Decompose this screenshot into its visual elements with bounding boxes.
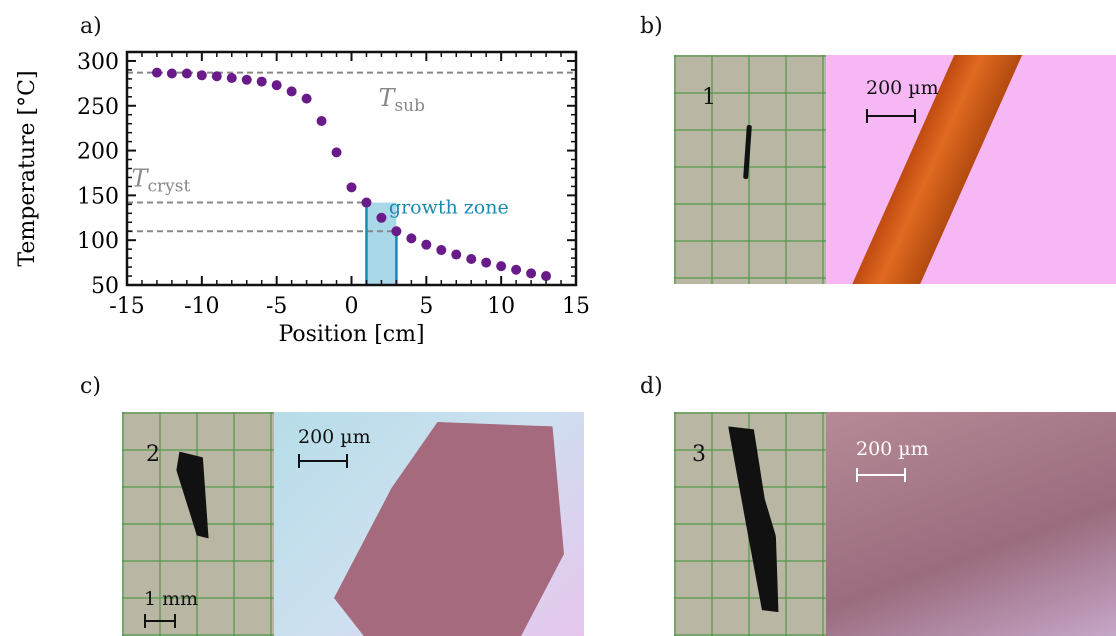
data-point-5: [226, 72, 237, 83]
data-point-22: [481, 257, 492, 268]
crystal-number-1: 1: [702, 85, 716, 110]
data-point-16: [391, 226, 402, 237]
temperature-profile-chart: -15 -10 -5 0 5 10 15 50 100 150 200 250 300 Tsub Tcr…: [15, 50, 590, 347]
data-point-15: [376, 212, 387, 223]
x-axis-label: Position [cm]: [278, 322, 424, 347]
x-tick-label: -5: [266, 294, 287, 319]
data-point-18: [421, 239, 432, 250]
crystal-2-grid-photo: 2 1 mm: [122, 412, 274, 636]
y-tick-label: 150: [77, 184, 119, 209]
scalebar-c: [298, 454, 348, 468]
data-point-2: [181, 68, 192, 79]
data-point-19: [436, 245, 447, 256]
scalebar-label-c: 200 µm: [298, 426, 371, 448]
crystal-1-sample: [743, 124, 752, 180]
crystal-3-microscope-photo: 200 µm: [826, 412, 1116, 636]
t-cryst-main: T: [131, 164, 149, 192]
t-sub-label: Tsub: [378, 84, 425, 116]
panel-label-b: b): [640, 14, 663, 39]
data-point-14: [361, 197, 372, 208]
scalebar-label-d: 200 µm: [856, 438, 929, 460]
data-point-1: [166, 68, 177, 79]
y-tick-label: 300: [77, 50, 119, 75]
y-tick-label: 50: [91, 274, 119, 299]
t-sub-main: T: [378, 84, 396, 112]
data-point-6: [241, 74, 252, 85]
plot-frame: [125, 50, 578, 287]
data-point-7: [256, 76, 267, 87]
data-point-12: [331, 147, 342, 158]
x-tick-label: 5: [419, 294, 433, 319]
data-point-0: [151, 67, 162, 78]
data-point-25: [526, 268, 537, 279]
y-tick-label: 100: [77, 229, 119, 254]
x-tick-label: 15: [562, 294, 590, 319]
crystal-1-grid-photo: 1: [674, 55, 826, 284]
crystal-number-2: 2: [146, 442, 160, 467]
crystal-2-sample: [174, 448, 214, 541]
data-point-11: [316, 116, 327, 127]
t-sub-subscript: sub: [394, 96, 425, 116]
crystal-2-microscope-photo: 200 µm: [274, 412, 584, 636]
data-point-26: [541, 271, 552, 282]
t-cryst-label: Tcryst: [131, 164, 190, 196]
x-tick-label: 10: [487, 294, 515, 319]
y-tick-label: 200: [77, 140, 119, 165]
scalebar-d: [856, 468, 906, 482]
data-point-21: [466, 254, 477, 265]
scalebar-label-b: 200 µm: [866, 77, 939, 99]
scalebar-label-c-mm: 1 mm: [144, 588, 199, 610]
x-tick-label: -15: [109, 294, 144, 319]
crystal-2-flake: [334, 422, 564, 636]
data-point-24: [511, 264, 522, 275]
y-tick-label: 250: [77, 95, 119, 120]
crystal-number-3: 3: [692, 442, 706, 467]
data-point-3: [196, 70, 207, 81]
scalebar-c-mm: [144, 614, 176, 628]
data-point-4: [211, 71, 222, 82]
scalebar-b: [866, 109, 916, 123]
growth-zone-label: growth zone: [389, 196, 509, 218]
data-point-23: [496, 261, 507, 272]
y-axis-label: Temperature [°C]: [15, 70, 40, 266]
crystal-1-microscope-photo: 200 µm: [826, 55, 1116, 284]
data-point-13: [346, 182, 357, 193]
panel-label-c: c): [80, 374, 101, 399]
data-point-20: [451, 249, 462, 260]
x-tick-label: 0: [345, 294, 359, 319]
crystal-3-sample: [728, 423, 784, 616]
t-cryst-subscript: cryst: [148, 176, 191, 196]
panel-label-d: d): [640, 374, 663, 399]
panel-label-a: a): [80, 14, 102, 39]
crystal-3-grid-photo: 3: [674, 412, 826, 636]
x-tick-label: -10: [184, 294, 219, 319]
data-point-9: [286, 86, 297, 97]
data-point-10: [301, 93, 312, 104]
data-point-17: [406, 233, 417, 244]
data-point-8: [271, 80, 282, 91]
